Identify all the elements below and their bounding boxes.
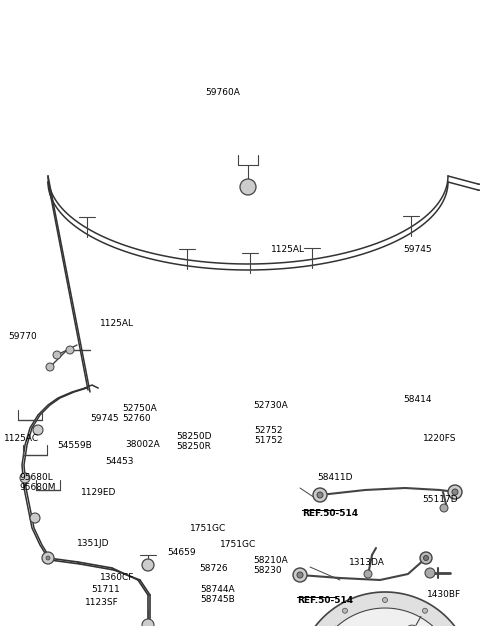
Circle shape	[420, 552, 432, 564]
Text: 55117D: 55117D	[422, 495, 458, 504]
Text: 58744A: 58744A	[201, 585, 235, 594]
Circle shape	[422, 608, 428, 613]
Circle shape	[142, 559, 154, 571]
Text: 54559B: 54559B	[58, 441, 92, 450]
Text: 1125AC: 1125AC	[4, 434, 39, 443]
Text: 1220FS: 1220FS	[423, 434, 457, 443]
Text: 54659: 54659	[167, 548, 196, 557]
Text: 1123SF: 1123SF	[85, 598, 119, 607]
Text: 58250D: 58250D	[177, 433, 212, 441]
Text: 59745: 59745	[90, 414, 119, 423]
Circle shape	[42, 552, 54, 564]
Text: 51711: 51711	[91, 585, 120, 594]
Text: 52730A: 52730A	[253, 401, 288, 410]
Text: REF.50-514: REF.50-514	[297, 597, 353, 605]
Text: 58726: 58726	[199, 564, 228, 573]
Text: 58210A: 58210A	[253, 557, 288, 565]
Text: 59770: 59770	[9, 332, 37, 341]
Circle shape	[46, 556, 50, 560]
Circle shape	[46, 363, 54, 371]
Text: 1313DA: 1313DA	[349, 558, 385, 567]
Circle shape	[383, 597, 387, 602]
Text: 52750A: 52750A	[122, 404, 156, 413]
Circle shape	[343, 608, 348, 613]
Circle shape	[297, 572, 303, 578]
Circle shape	[20, 473, 30, 483]
Text: 59745: 59745	[403, 245, 432, 254]
Circle shape	[66, 346, 74, 354]
Text: 1430BF: 1430BF	[427, 590, 461, 599]
Circle shape	[53, 351, 61, 359]
Text: 58250R: 58250R	[177, 443, 212, 451]
Text: 1351JD: 1351JD	[77, 539, 109, 548]
Text: 1125AL: 1125AL	[100, 319, 134, 327]
Text: 1751GC: 1751GC	[190, 525, 226, 533]
Text: 51752: 51752	[254, 436, 283, 445]
Circle shape	[425, 568, 435, 578]
Circle shape	[440, 504, 448, 512]
Circle shape	[142, 619, 154, 626]
Text: 95680L: 95680L	[19, 473, 53, 481]
Text: 1129ED: 1129ED	[81, 488, 116, 496]
Circle shape	[317, 492, 323, 498]
Circle shape	[293, 568, 307, 582]
Text: 95680M: 95680M	[19, 483, 56, 491]
Polygon shape	[297, 592, 473, 626]
Circle shape	[364, 570, 372, 578]
Text: 1751GC: 1751GC	[220, 540, 256, 549]
Circle shape	[33, 425, 43, 435]
Circle shape	[448, 485, 462, 499]
Text: 52760: 52760	[122, 414, 151, 423]
Text: 54453: 54453	[106, 458, 134, 466]
Text: 1125AL: 1125AL	[271, 245, 305, 254]
Circle shape	[452, 489, 458, 495]
Polygon shape	[405, 625, 419, 626]
Polygon shape	[313, 608, 457, 626]
Text: 52752: 52752	[254, 426, 283, 435]
Text: 58230: 58230	[253, 567, 282, 575]
Circle shape	[30, 513, 40, 523]
Text: 58745B: 58745B	[201, 595, 235, 604]
Text: 59760A: 59760A	[205, 88, 240, 97]
Text: 58411D: 58411D	[317, 473, 352, 481]
Text: 38002A: 38002A	[126, 440, 160, 449]
Text: REF.50-514: REF.50-514	[302, 509, 359, 518]
Text: 1360CF: 1360CF	[100, 573, 134, 582]
Circle shape	[240, 179, 256, 195]
Circle shape	[423, 555, 429, 560]
Text: 58414: 58414	[403, 395, 432, 404]
Circle shape	[313, 488, 327, 502]
